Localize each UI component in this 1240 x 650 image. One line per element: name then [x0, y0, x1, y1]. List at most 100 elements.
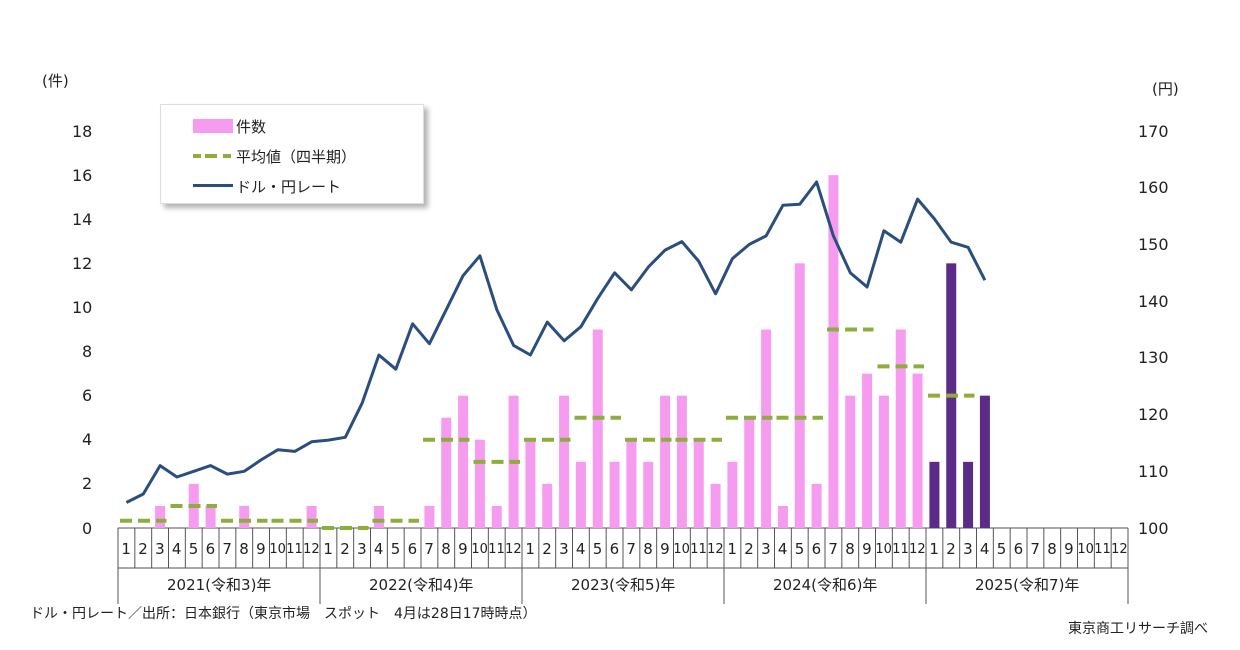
- footnote-source: ドル・円レート／出所：日本銀行（東京市場 スポット 4月は28日17時時点）: [30, 606, 537, 622]
- right-tick-label: 140: [1138, 291, 1169, 311]
- year-label: 2025(令和7)年: [975, 575, 1080, 594]
- month-tick-label: 7: [828, 540, 838, 558]
- month-tick-label: 9: [862, 540, 872, 558]
- month-tick-label: 3: [559, 540, 569, 558]
- bar: [491, 505, 502, 528]
- month-tick-label: 5: [188, 540, 199, 558]
- month-tick-label: 5: [794, 540, 805, 558]
- month-tick-label: 8: [441, 540, 451, 558]
- bar: [626, 439, 637, 528]
- month-tick-label: 6: [609, 540, 620, 558]
- month-tick-label: 11: [690, 541, 707, 557]
- legend-swatch-average-2: [205, 154, 217, 158]
- month-tick-label: 3: [357, 540, 367, 558]
- month-tick-label: 1: [323, 540, 333, 558]
- month-tick-label: 12: [303, 541, 320, 557]
- bar: [239, 505, 250, 528]
- legend-label-line: ドル・円レート: [236, 178, 342, 196]
- left-tick-label: 12: [72, 253, 93, 273]
- month-tick-label: 4: [979, 540, 990, 558]
- bar: [828, 175, 839, 528]
- month-tick-label: 7: [626, 540, 636, 558]
- bar: [761, 329, 772, 528]
- year-label: 2022(令和4)年: [369, 575, 474, 594]
- month-tick-label: 2: [744, 540, 754, 558]
- month-tick-label: 4: [575, 540, 586, 558]
- legend-swatch-line: [193, 184, 233, 187]
- month-tick-label: 8: [845, 540, 855, 558]
- legend-label-bars: 件数: [236, 118, 267, 136]
- bar: [794, 263, 805, 528]
- bar: [592, 329, 603, 528]
- month-tick-label: 12: [1111, 541, 1128, 557]
- month-tick-label: 11: [1094, 541, 1111, 557]
- left-tick-label: 18: [72, 121, 93, 141]
- bar: [693, 439, 704, 528]
- month-tick-label: 4: [373, 540, 384, 558]
- month-tick-label: 9: [1064, 540, 1074, 558]
- month-tick-label: 3: [963, 540, 973, 558]
- bar: [912, 373, 923, 528]
- plot-frame: [117, 527, 1129, 604]
- legend-label-average: 平均値（四半期）: [236, 148, 357, 166]
- left-axis-unit: (件): [42, 72, 69, 90]
- bar: [559, 395, 570, 528]
- bar: [155, 505, 166, 528]
- bar: [811, 483, 822, 528]
- right-tick-label: 170: [1138, 121, 1169, 141]
- legend-item-average: 平均値（四半期）: [161, 143, 423, 169]
- legend-item-bars: 件数: [161, 113, 423, 139]
- average-series: [120, 327, 975, 530]
- left-tick-label: 14: [72, 209, 93, 229]
- year-label: 2024(令和6)年: [773, 575, 878, 594]
- month-tick-label: 5: [390, 540, 401, 558]
- bar: [205, 505, 216, 528]
- bar: [458, 395, 469, 528]
- month-tick-label: 10: [269, 541, 286, 557]
- legend: 件数 平均値（四半期） ドル・円レート: [160, 104, 424, 204]
- month-tick-label: 2: [138, 540, 148, 558]
- bar: [845, 395, 856, 528]
- month-tick-label: 9: [256, 540, 266, 558]
- right-axis-unit: (円): [1152, 80, 1179, 98]
- legend-swatch-average: [193, 154, 201, 158]
- left-tick-label: 10: [72, 297, 93, 317]
- bar: [895, 329, 906, 528]
- month-tick-label: 7: [222, 540, 232, 558]
- bar: [963, 461, 974, 528]
- month-tick-label: 1: [727, 540, 737, 558]
- left-tick-label: 4: [82, 430, 93, 450]
- month-tick-label: 1: [121, 540, 131, 558]
- month-tick-label: 7: [1030, 540, 1040, 558]
- footnote-credit: 東京商工リサーチ調べ: [1068, 621, 1208, 637]
- bar: [744, 417, 755, 528]
- left-tick-label: 16: [72, 165, 93, 185]
- bar: [525, 439, 536, 528]
- month-tick-label: 8: [1047, 540, 1057, 558]
- month-tick-label: 9: [660, 540, 670, 558]
- month-tick-label: 3: [761, 540, 771, 558]
- left-tick-label: 0: [82, 518, 93, 538]
- bar: [474, 439, 485, 528]
- right-tick-label: 150: [1138, 234, 1169, 254]
- rate-line-series: [125, 180, 987, 504]
- month-tick-label: 8: [643, 540, 653, 558]
- bar: [710, 483, 721, 528]
- month-tick-label: 2: [542, 540, 552, 558]
- month-tick-label: 9: [458, 540, 468, 558]
- legend-swatch-bars: [193, 119, 233, 133]
- month-tick-label: 10: [471, 541, 488, 557]
- left-tick-label: 6: [82, 386, 93, 406]
- year-label: 2023(令和5)年: [571, 575, 676, 594]
- right-tick-label: 130: [1138, 348, 1169, 368]
- bar: [660, 395, 671, 528]
- bar: [676, 395, 687, 528]
- bar: [441, 417, 452, 528]
- bar: [777, 505, 788, 528]
- right-tick-label: 160: [1138, 178, 1169, 198]
- month-tick-label: 2: [340, 540, 350, 558]
- month-tick-label: 11: [488, 541, 505, 557]
- bar: [979, 395, 990, 528]
- month-tick-label: 1: [929, 540, 939, 558]
